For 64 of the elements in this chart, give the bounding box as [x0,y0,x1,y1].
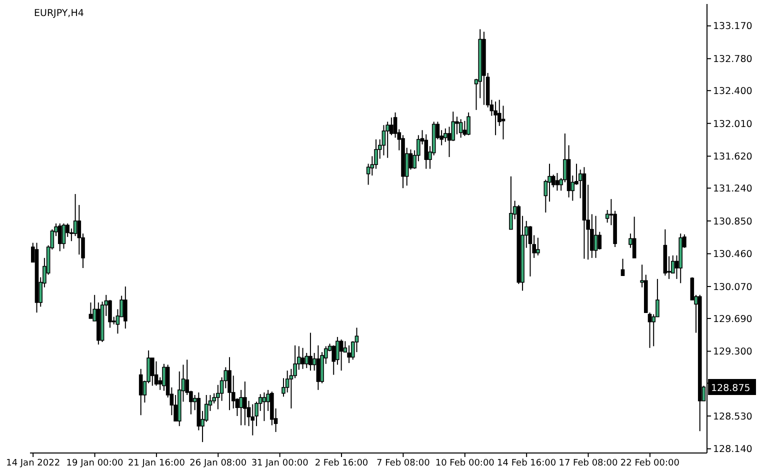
candlestick [462,120,467,137]
y-tick-label: 133.170 [713,21,752,32]
text: EURJPY,H4 [34,8,84,19]
x-tick-label: 26 Jan 08:00 [190,458,247,468]
x-tick-label: 14 Feb 16:00 [497,458,556,468]
candlestick [73,194,78,237]
y-tick-label: 129.690 [713,314,752,325]
y-tick-label: 130.070 [713,282,752,293]
candlestick [536,237,540,256]
x-tick-label: 31 Jan 00:00 [251,458,309,468]
candlestick [501,105,506,140]
candlestick [138,368,143,416]
candlestick [108,299,112,328]
candlestick [632,216,636,258]
candlestick [528,225,532,277]
y-tick-label: 128.530 [713,411,752,422]
candlestick [243,381,247,426]
candlestick [458,118,463,138]
candlestick [347,344,351,364]
y-tick-label: 132.780 [713,54,752,66]
candlestick [58,222,62,252]
candlestick [594,215,598,258]
x-tick-label: 22 Feb 00:00 [620,458,680,468]
candlestick [598,231,602,250]
candlestick [228,356,232,411]
candlestick [300,347,305,370]
candlestick [150,357,154,386]
candlestick [304,352,309,369]
candlestick [308,332,312,372]
candlestick [382,124,386,156]
candlestick [239,389,243,426]
y-tick-label: 130.850 [713,216,752,228]
candlestick [250,404,255,436]
candlestick [444,128,448,142]
candlestick [494,101,498,136]
candlestick [466,112,470,136]
x-tick-label: 2 Feb 16:00 [314,458,368,468]
candlestick [386,121,390,158]
x-tick-label: 7 Feb 08:00 [376,458,430,468]
candlestick [555,172,560,192]
y-tick-label: 129.300 [713,346,752,358]
x-tick-label: 21 Jan 16:00 [128,458,186,468]
y-tick-label: 132.400 [713,86,752,97]
y-tick-label: 131.620 [713,152,752,163]
x-tick-label: 17 Feb 08:00 [558,458,618,468]
candlestick [62,222,66,250]
candlestick [154,360,158,386]
candlestick [424,134,428,170]
candlestick [316,344,320,390]
candlestick [124,286,128,330]
candlestick [162,363,166,392]
candlestick [620,258,625,276]
y-tick-label: 130.460 [713,249,752,260]
candlestick [509,176,513,230]
y-tick-label: 128.140 [713,444,752,456]
candlestick [262,392,266,422]
x-tick-label: 14 Jan 2022 [6,458,60,468]
x-tick-label: 10 Feb 00:00 [435,458,495,468]
text: 128.875 [711,382,750,394]
y-tick-label: 132.010 [713,118,752,130]
candlestick [88,302,93,319]
candlestick [339,338,344,372]
y-tick-label: 131.240 [713,184,752,195]
x-tick-label: 19 Jan 00:00 [66,458,124,468]
